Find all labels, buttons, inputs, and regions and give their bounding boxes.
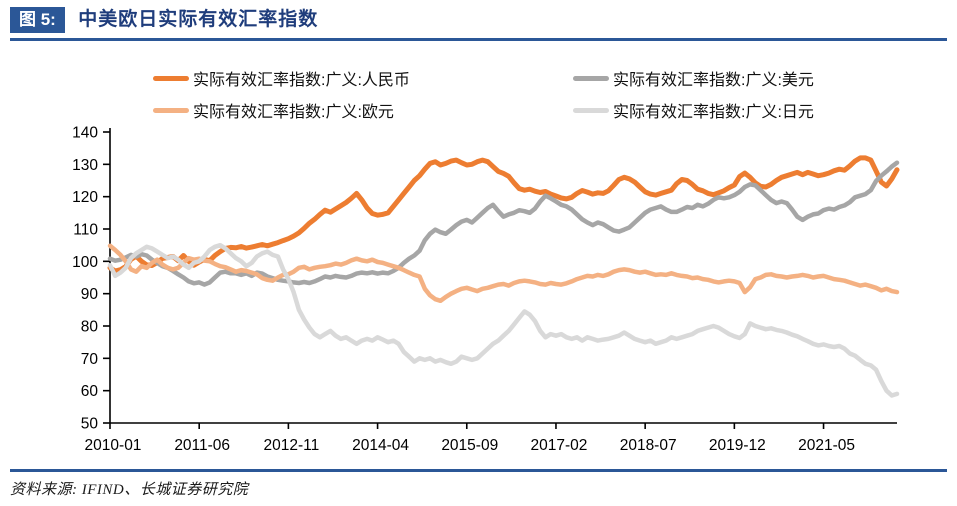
series-line-2 <box>107 243 900 304</box>
x-tick-label: 2018-07 <box>620 437 677 454</box>
x-tick-label: 2017-02 <box>531 437 588 454</box>
legend-label-eur: 实际有效汇率指数:广义:欧元 <box>193 104 394 121</box>
legend-swatch-eur <box>153 107 189 113</box>
y-tick-label: 50 <box>81 416 99 433</box>
series-line-0 <box>107 155 900 274</box>
legend-swatch-usd <box>573 75 609 81</box>
source-note: 资料来源: IFIND、长城证券研究院 <box>10 482 249 498</box>
legend-item-eur: 实际有效汇率指数:广义:欧元 <box>153 100 394 121</box>
x-tick-label: 2010-01 <box>85 437 142 454</box>
x-tick-label: 2021-05 <box>798 437 855 454</box>
figure-title: 中美欧日实际有效汇率指数 <box>78 9 319 30</box>
y-tick-label: 70 <box>81 351 99 368</box>
legend-label-cny: 实际有效汇率指数:广义:人民币 <box>193 72 410 89</box>
legend-label-jpy: 实际有效汇率指数:广义:日元 <box>613 104 814 121</box>
y-tick-label: 110 <box>73 222 98 239</box>
legend-item-usd: 实际有效汇率指数:广义:美元 <box>573 68 814 89</box>
x-tick-label: 2019-12 <box>709 437 766 454</box>
y-tick-label: 90 <box>81 286 99 303</box>
series-line-1 <box>107 160 900 287</box>
y-tick-label: 140 <box>72 125 98 142</box>
legend-item-cny: 实际有效汇率指数:广义:人民币 <box>153 68 410 89</box>
header-rule <box>10 38 947 41</box>
legend-label-usd: 实际有效汇率指数:广义:美元 <box>613 72 814 89</box>
y-tick-label: 80 <box>81 319 99 336</box>
x-tick-label: 2014-04 <box>352 437 409 454</box>
footer-rule <box>10 469 947 472</box>
y-tick-label: 100 <box>72 254 98 271</box>
legend-item-jpy: 实际有效汇率指数:广义:日元 <box>573 100 814 121</box>
y-tick-label: 130 <box>72 157 98 174</box>
y-tick-label: 60 <box>81 383 99 400</box>
legend-swatch-cny <box>153 75 189 81</box>
series-line-3 <box>107 242 900 398</box>
legend-swatch-jpy <box>573 107 609 113</box>
y-tick-label: 120 <box>72 189 98 206</box>
figure-header: 图 5: 中美欧日实际有效汇率指数 <box>10 7 947 37</box>
x-tick-label: 2015-09 <box>441 437 498 454</box>
x-tick-label: 2011-06 <box>174 437 230 454</box>
x-tick-label: 2012-11 <box>264 437 320 454</box>
figure-number-badge: 图 5: <box>10 7 65 33</box>
